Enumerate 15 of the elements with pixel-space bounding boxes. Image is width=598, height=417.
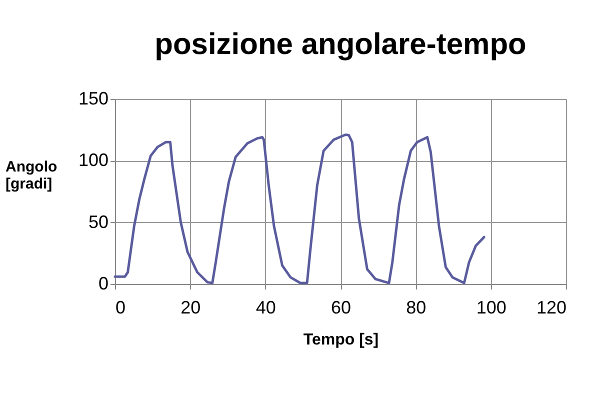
y-axis-title: Angolo [gradi] (6, 158, 58, 192)
y-tick-label: 50 (88, 212, 108, 232)
x-tick-label: 100 (476, 298, 506, 318)
y-tick-label: 150 (78, 88, 108, 108)
line-series (114, 134, 486, 284)
x-tick-label: 0 (116, 298, 126, 318)
chart-title: posizione angolare-tempo (154, 28, 526, 61)
x-tick-label: 120 (536, 298, 566, 318)
x-tick-label: 40 (256, 298, 276, 318)
x-axis-title: Tempo [s] (303, 332, 379, 348)
x-tick-label: 20 (180, 298, 201, 318)
x-tick-label: 60 (330, 298, 352, 318)
y-tick-label: 100 (78, 150, 108, 170)
x-tick-label: 80 (406, 298, 426, 318)
y-tick-label: 0 (98, 274, 108, 294)
